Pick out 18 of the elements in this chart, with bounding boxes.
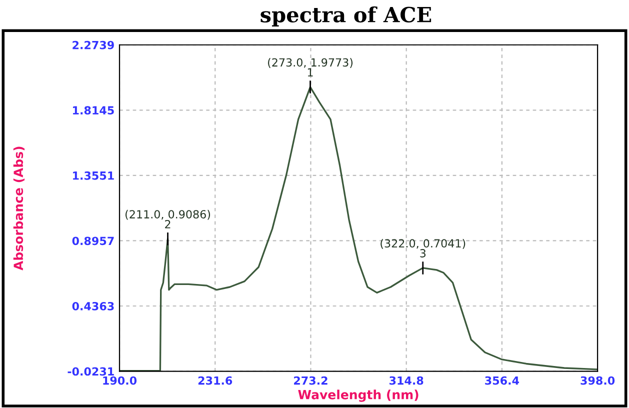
x-tick-label: 398.0 xyxy=(580,376,615,385)
x-tick-label: 314.8 xyxy=(390,376,424,385)
chart-title: spectra of ACE xyxy=(260,6,432,27)
x-axis-title: Wavelength (nm) xyxy=(298,390,418,402)
y-tick-label: 0.4363 xyxy=(72,302,114,310)
annotation: (322.0, 0.7041) 3 xyxy=(380,238,466,258)
y-axis-title: Absorbance (Abs) xyxy=(13,146,25,270)
x-tick-label: 231.6 xyxy=(198,376,232,385)
annotation: (273.0, 1.9773) 1 xyxy=(268,58,353,76)
y-tick-label: 0.8957 xyxy=(72,236,114,246)
y-tick-label: 2.2739 xyxy=(72,40,114,50)
y-tick-label: 1.8145 xyxy=(73,106,114,115)
x-tick-label: 273.2 xyxy=(294,376,328,385)
x-tick-label: 190.0 xyxy=(103,376,137,385)
y-tick-label: -0.0231 xyxy=(68,367,114,376)
y-tick-label: 1.3551 xyxy=(73,171,114,180)
annotation: (211.0, 0.9086) 2 xyxy=(126,210,210,228)
x-tick-label: 356.4 xyxy=(485,376,520,385)
